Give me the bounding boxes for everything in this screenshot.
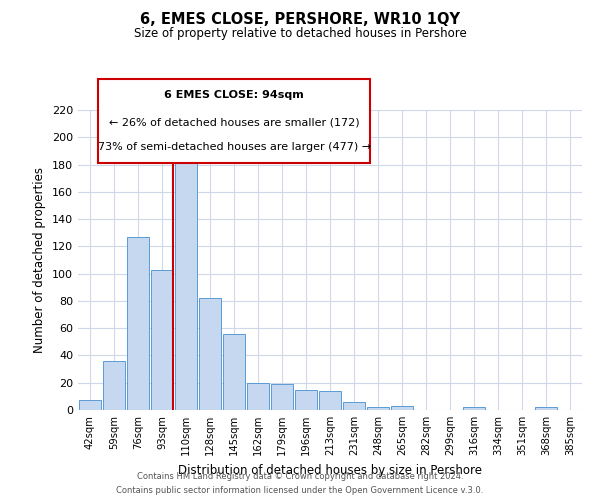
- Bar: [127, 237, 149, 410]
- Bar: [295, 390, 317, 410]
- Bar: [319, 391, 341, 410]
- Bar: [271, 384, 293, 410]
- Bar: [391, 406, 413, 410]
- Text: Contains HM Land Registry data © Crown copyright and database right 2024.: Contains HM Land Registry data © Crown c…: [137, 472, 463, 481]
- Bar: [343, 402, 365, 410]
- Bar: [535, 408, 557, 410]
- Bar: [175, 163, 197, 410]
- Bar: [199, 298, 221, 410]
- Bar: [151, 270, 173, 410]
- Text: 6, EMES CLOSE, PERSHORE, WR10 1QY: 6, EMES CLOSE, PERSHORE, WR10 1QY: [140, 12, 460, 28]
- Bar: [247, 382, 269, 410]
- Bar: [103, 361, 125, 410]
- Bar: [79, 400, 101, 410]
- Text: 73% of semi-detached houses are larger (477) →: 73% of semi-detached houses are larger (…: [98, 142, 371, 152]
- Y-axis label: Number of detached properties: Number of detached properties: [34, 167, 46, 353]
- Text: Size of property relative to detached houses in Pershore: Size of property relative to detached ho…: [134, 28, 466, 40]
- FancyBboxPatch shape: [98, 78, 370, 162]
- Text: Contains public sector information licensed under the Open Government Licence v.: Contains public sector information licen…: [116, 486, 484, 495]
- Text: 6 EMES CLOSE: 94sqm: 6 EMES CLOSE: 94sqm: [164, 90, 304, 101]
- Bar: [223, 334, 245, 410]
- Bar: [367, 408, 389, 410]
- X-axis label: Distribution of detached houses by size in Pershore: Distribution of detached houses by size …: [178, 464, 482, 476]
- Text: ← 26% of detached houses are smaller (172): ← 26% of detached houses are smaller (17…: [109, 118, 359, 128]
- Bar: [463, 408, 485, 410]
